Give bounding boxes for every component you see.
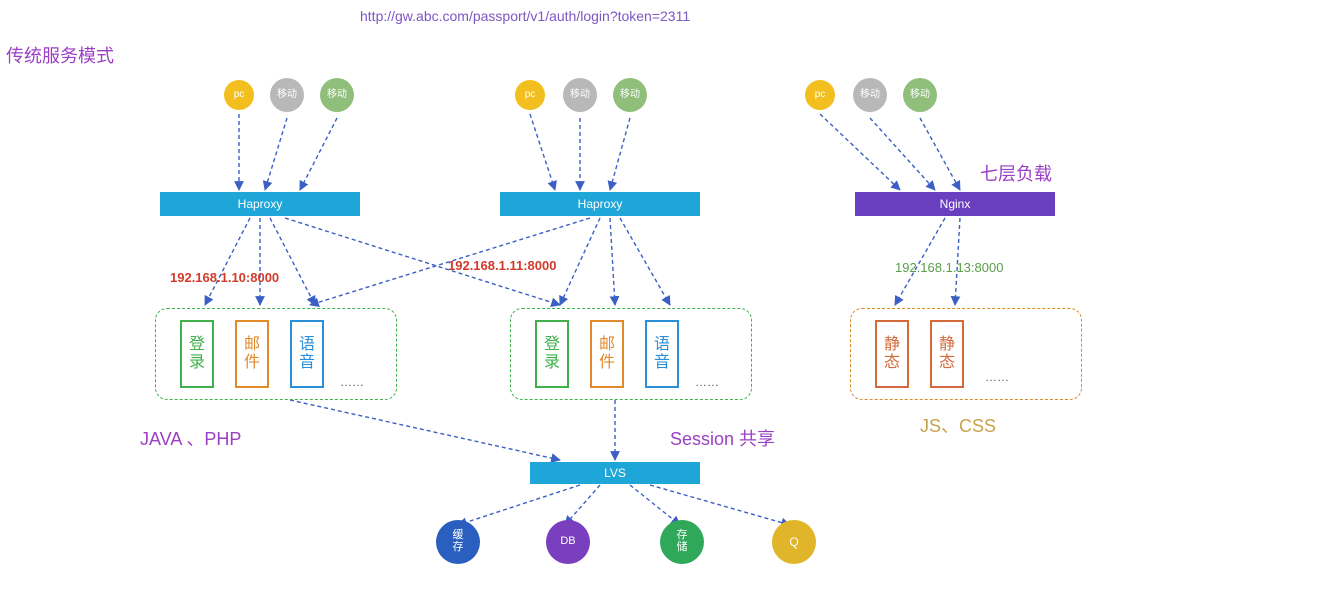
svc-login-t: 登	[189, 336, 205, 354]
lvs-bar: LVS	[530, 462, 700, 484]
svc-voice-2: 语 音	[645, 320, 679, 388]
svc-static-2: 静 态	[930, 320, 964, 388]
footer-mid: Session 共享	[670, 425, 775, 451]
svc-voice-1: 语 音	[290, 320, 324, 388]
haproxy-bar-1: Haproxy	[160, 192, 360, 216]
client-green-1: 移动	[320, 78, 354, 112]
title-left: 传统服务模式	[6, 42, 114, 68]
backend-cache: 缓 存	[436, 520, 480, 564]
ellipsis-2: ……	[695, 375, 719, 389]
client-pc-1: pc	[224, 80, 254, 110]
client-gray-1: 移动	[270, 78, 304, 112]
client-green-3: 移动	[903, 78, 937, 112]
svc-mail-b: 件	[244, 354, 260, 372]
client-gray-2: 移动	[563, 78, 597, 112]
svc-mail-2: 邮 件	[590, 320, 624, 388]
nginx-bar: Nginx	[855, 192, 1055, 216]
svc-login-1: 登 录	[180, 320, 214, 388]
client-green-2: 移动	[613, 78, 647, 112]
svc-mail-t: 邮	[244, 336, 260, 354]
client-pc-2: pc	[515, 80, 545, 110]
backend-store: 存 储	[660, 520, 704, 564]
svc-voice-t: 语	[299, 336, 315, 354]
svc-login-2: 登 录	[535, 320, 569, 388]
top-url: http://gw.abc.com/passport/v1/auth/login…	[360, 8, 690, 24]
footer-left: JAVA 、PHP	[140, 425, 241, 451]
ellipsis-1: ……	[340, 375, 364, 389]
backend-db: DB	[546, 520, 590, 564]
ip-a: 192.168.1.10:8000	[170, 270, 279, 285]
ellipsis-3: ……	[985, 370, 1009, 384]
ip-b: 192.168.1.11:8000	[448, 258, 556, 273]
svc-mail-1: 邮 件	[235, 320, 269, 388]
footer-right: JS、CSS	[920, 412, 996, 438]
arrow-layer	[0, 0, 1326, 592]
client-gray-3: 移动	[853, 78, 887, 112]
title-right: 七层负载	[980, 160, 1052, 186]
svc-login-b: 录	[189, 354, 205, 372]
haproxy-bar-2: Haproxy	[500, 192, 700, 216]
backend-q: Q	[772, 520, 816, 564]
svc-static-1: 静 态	[875, 320, 909, 388]
client-pc-3: pc	[805, 80, 835, 110]
svc-voice-b: 音	[299, 354, 315, 372]
ip-c: 192.168.1.13:8000	[895, 260, 1003, 275]
